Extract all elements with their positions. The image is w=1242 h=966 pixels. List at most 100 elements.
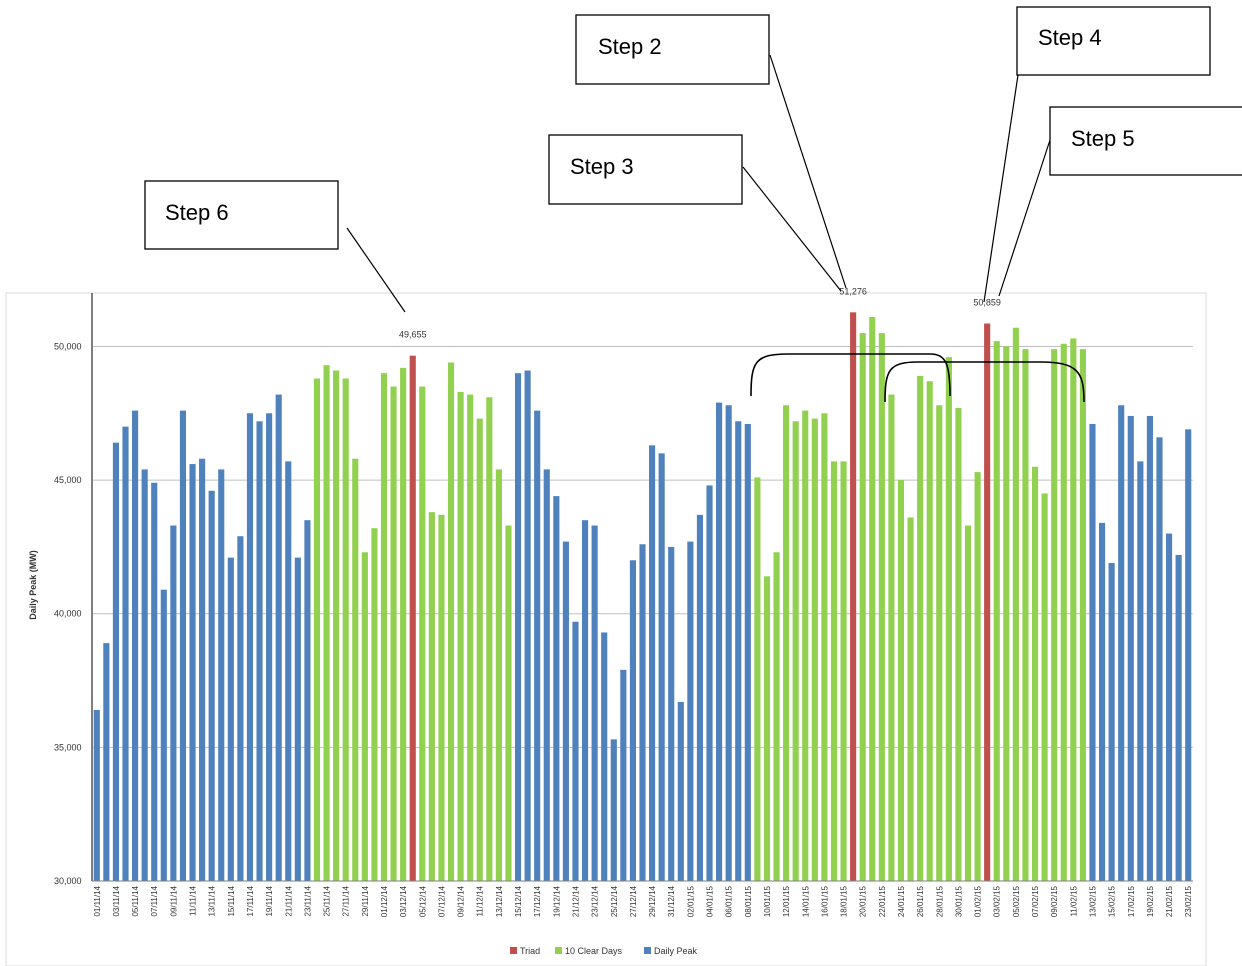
bar-peak bbox=[93, 709, 100, 881]
x-tick-label: 05/11/14 bbox=[131, 885, 140, 916]
bar-peak bbox=[227, 557, 234, 881]
bar-clear bbox=[783, 405, 790, 881]
bar-peak bbox=[141, 469, 148, 881]
callout-box-step-2 bbox=[575, 14, 770, 85]
bar-peak bbox=[725, 405, 732, 881]
bar-clear bbox=[1031, 466, 1039, 881]
bar-clear bbox=[457, 391, 464, 881]
bar-peak bbox=[304, 520, 311, 881]
x-tick-label: 21/11/14 bbox=[284, 885, 293, 916]
bar-clear bbox=[869, 317, 876, 881]
x-tick-label: 25/11/14 bbox=[323, 885, 332, 916]
bar-peak bbox=[256, 421, 263, 881]
bar-peak bbox=[668, 546, 675, 881]
bar-clear bbox=[495, 469, 502, 881]
x-tick-label: 25/12/14 bbox=[610, 885, 619, 917]
bar-peak bbox=[716, 402, 723, 881]
bar-peak bbox=[744, 423, 751, 881]
bar-clear bbox=[1003, 346, 1010, 881]
x-tick-label: 31/12/14 bbox=[667, 885, 676, 917]
bar-peak bbox=[543, 469, 550, 881]
x-tick-label: 28/01/15 bbox=[935, 885, 944, 917]
bar-peak bbox=[1166, 533, 1173, 881]
bar-clear bbox=[1070, 338, 1077, 881]
bar-peak bbox=[677, 701, 684, 881]
x-tick-label: 15/11/14 bbox=[227, 885, 236, 916]
bar-clear bbox=[438, 514, 445, 881]
bar-peak bbox=[160, 589, 167, 881]
bar-peak bbox=[601, 632, 608, 881]
bar-clear bbox=[821, 413, 828, 881]
x-tick-label: 27/11/14 bbox=[342, 885, 351, 916]
bar-peak bbox=[1175, 554, 1182, 881]
x-tick-label: 03/02/15 bbox=[993, 885, 1002, 917]
callout-box-step-5 bbox=[1049, 106, 1242, 176]
bar-peak bbox=[706, 485, 713, 881]
callout-text-step-4: Step 4 bbox=[1038, 25, 1102, 50]
x-tick-label: 03/12/14 bbox=[399, 885, 408, 917]
bar-clear bbox=[400, 367, 407, 881]
bar-clear bbox=[1012, 327, 1019, 881]
bar-peak bbox=[591, 525, 598, 881]
legend-swatch-clear bbox=[555, 947, 562, 954]
data-label: 51,276 bbox=[839, 286, 867, 296]
callout-box-step-4 bbox=[1016, 6, 1211, 76]
bar-clear bbox=[323, 365, 330, 881]
x-tick-label: 11/12/14 bbox=[476, 885, 485, 916]
x-tick-label: 26/01/15 bbox=[916, 885, 925, 917]
y-tick-label: 40,000 bbox=[54, 609, 82, 619]
bar-clear bbox=[936, 405, 943, 881]
bar-clear bbox=[486, 397, 493, 881]
bar-peak bbox=[1185, 429, 1192, 881]
bar-clear bbox=[802, 410, 809, 881]
bar-peak bbox=[553, 496, 560, 881]
bar-peak bbox=[285, 461, 292, 881]
callout-line-step-5 bbox=[998, 139, 1051, 297]
bar-clear bbox=[859, 333, 866, 881]
bar-clear bbox=[313, 378, 321, 881]
y-axis-label: Daily Peak (MW) bbox=[28, 550, 38, 620]
bar-clear bbox=[380, 373, 388, 881]
bar-peak bbox=[237, 536, 244, 881]
x-tick-label: 17/12/14 bbox=[533, 885, 542, 917]
bracket-step-3 bbox=[750, 353, 951, 397]
bar-peak bbox=[649, 445, 656, 881]
bar-clear bbox=[840, 461, 847, 881]
bars bbox=[93, 312, 1192, 882]
callout-text-step-2: Step 2 bbox=[598, 34, 662, 59]
x-tick-label: 19/02/15 bbox=[1146, 885, 1155, 917]
bar-peak bbox=[1108, 562, 1115, 881]
x-tick-label: 06/01/15 bbox=[725, 885, 734, 917]
data-label: 49,655 bbox=[399, 330, 427, 340]
bar-peak bbox=[266, 413, 273, 881]
x-tick-label: 07/11/14 bbox=[150, 885, 159, 916]
callout-line-step-3 bbox=[742, 166, 842, 292]
x-tick-label: 17/02/15 bbox=[1127, 885, 1136, 917]
bar-clear bbox=[1079, 349, 1086, 881]
x-tick-label: 18/01/15 bbox=[840, 885, 849, 917]
bar-peak bbox=[151, 482, 158, 881]
x-tick-label: 01/11/14 bbox=[93, 885, 102, 916]
bar-peak bbox=[1146, 415, 1153, 881]
bar-clear bbox=[917, 375, 924, 881]
bar-peak bbox=[189, 464, 196, 881]
bar-peak bbox=[687, 541, 694, 881]
y-tick-label: 30,000 bbox=[54, 876, 82, 886]
bar-clear bbox=[333, 370, 340, 881]
bar-clear bbox=[897, 480, 905, 881]
bar-clear bbox=[1060, 343, 1067, 881]
callout-lines bbox=[346, 54, 1051, 313]
callout-text-step-6: Step 6 bbox=[165, 200, 229, 225]
x-tick-label: 16/01/15 bbox=[820, 885, 829, 917]
x-tick-label: 24/01/15 bbox=[897, 885, 906, 917]
bar-clear bbox=[907, 517, 914, 881]
x-tick-label: 12/01/15 bbox=[782, 885, 791, 917]
x-tick-label: 01/02/15 bbox=[974, 885, 983, 917]
bar-clear bbox=[1022, 349, 1029, 881]
bar-clear bbox=[390, 386, 397, 881]
bar-peak bbox=[199, 458, 206, 881]
y-axis-ticks: 30,000 35,000 40,000 45,000 50,000 bbox=[54, 341, 82, 886]
x-tick-label: 23/12/14 bbox=[591, 885, 600, 917]
legend-label-peak: Daily Peak bbox=[654, 946, 698, 956]
